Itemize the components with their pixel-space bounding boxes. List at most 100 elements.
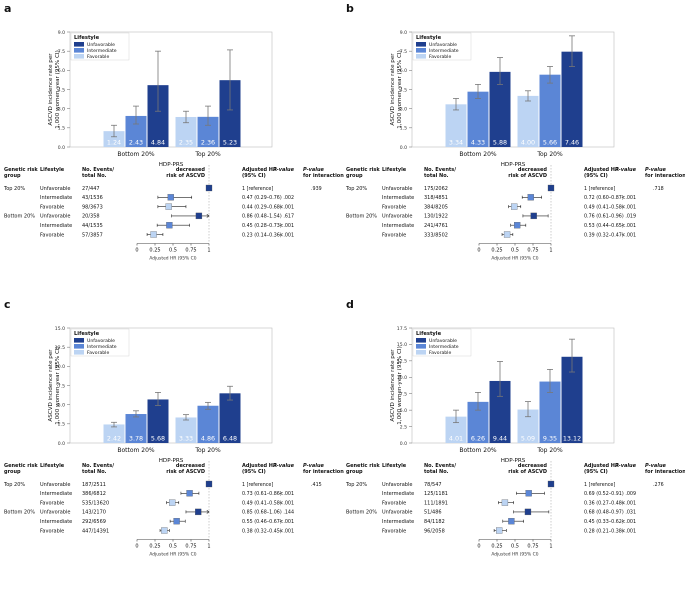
header-decreased-risk: decreased bbox=[518, 463, 548, 469]
row-lifestyle: Favorable bbox=[40, 500, 64, 506]
row-events: 447/14391 bbox=[82, 528, 109, 534]
legend-swatch bbox=[74, 48, 84, 53]
y-tick-label: 15.0 bbox=[397, 342, 407, 348]
hr-point bbox=[547, 184, 555, 192]
hr-point bbox=[524, 508, 532, 516]
bar bbox=[467, 401, 489, 443]
header-genetic-risk-group: group bbox=[346, 173, 363, 179]
row-adjusted-hr: 0.86 (0.48–1.54) bbox=[242, 214, 282, 220]
row-lifestyle: Unfavorable bbox=[40, 510, 70, 516]
bar bbox=[445, 104, 467, 147]
bar-chart: 0.0 2.5 5.0 7.5 10.0 12.5 15.0 ASCVD incidence … bbox=[48, 326, 273, 464]
row-p-value: .009 bbox=[625, 491, 636, 497]
legend-swatch bbox=[416, 54, 426, 59]
y-tick-label: 10.0 bbox=[397, 375, 407, 381]
row-adjusted-hr: 0.76 (0.61–0.96) bbox=[584, 214, 624, 220]
row-events: 44/1535 bbox=[82, 223, 103, 229]
row-adjusted-hr: 0.49 (0.41–0.58) bbox=[584, 204, 624, 210]
header-adjusted-hr: (95% CI) bbox=[584, 173, 608, 179]
y-tick-label: 7.5 bbox=[400, 49, 407, 55]
hr-point bbox=[508, 518, 515, 525]
header-p-interaction: for interaction bbox=[303, 469, 344, 475]
forest-x-tick-label: 1 bbox=[207, 544, 210, 550]
bar-value-label: 4.01 bbox=[449, 435, 463, 443]
row-genetic-group: Top 20% bbox=[3, 482, 25, 488]
row-adjusted-hr: 0.68 (0.48–0.97) bbox=[584, 510, 624, 516]
forest-x-tick-label: 0 bbox=[135, 544, 138, 550]
legend-title: Lifestyle bbox=[416, 35, 442, 41]
row-genetic-group: Top 20% bbox=[345, 186, 367, 192]
row-lifestyle: Favorable bbox=[40, 204, 64, 210]
y-tick-label: 0.0 bbox=[58, 145, 65, 151]
x-category-label: Top 20% bbox=[536, 447, 563, 454]
forest-x-axis-title: Adjusted HR (95% CI) bbox=[491, 256, 539, 262]
bar bbox=[561, 51, 583, 147]
header-events: total No. bbox=[82, 469, 107, 475]
y-axis-title-line: ASCVD incidence rate per bbox=[48, 53, 54, 126]
bar-value-label: 7.46 bbox=[565, 139, 579, 147]
y-axis-title-line: ASCVD incidence rate per bbox=[390, 349, 396, 422]
header-p-value: P-value bbox=[273, 167, 295, 173]
bar-value-label: 2.35 bbox=[179, 139, 193, 147]
forest-x-tick-label: 0 bbox=[477, 248, 480, 254]
row-events: 78/547 bbox=[424, 482, 442, 488]
row-events: 98/3673 bbox=[82, 204, 103, 210]
row-genetic-group: Top 20% bbox=[3, 186, 25, 192]
row-p-value: <.001 bbox=[279, 519, 294, 525]
header-p-interaction: P-value bbox=[303, 167, 325, 173]
legend-label: Unfavorable bbox=[87, 338, 115, 344]
y-axis-title: ASCVD incidence rate per1,000 women-year… bbox=[48, 50, 61, 129]
y-axis-title-line: 1,000 women-year (95% CI) bbox=[397, 346, 403, 425]
bar bbox=[219, 393, 241, 443]
bar bbox=[125, 414, 147, 443]
bar-chart: 0.0 1.5 3.0 4.5 6.0 7.5 9.0 ASCVD incidence rat… bbox=[390, 30, 615, 168]
row-lifestyle: Intermediate bbox=[40, 491, 72, 497]
row-events: 175/2062 bbox=[424, 186, 448, 192]
bar-chart: 0.0 2.5 5.0 7.5 10.0 12.5 15.0 17.5 ASCVD incide… bbox=[390, 326, 615, 464]
row-events: 241/4761 bbox=[424, 223, 448, 229]
row-p-value: <.001 bbox=[279, 500, 294, 506]
header-p-interaction: for interaction bbox=[645, 173, 685, 179]
legend-title: Lifestyle bbox=[74, 35, 100, 41]
row-p-interaction: .276 bbox=[653, 482, 664, 488]
y-axis-title: ASCVD incidence rate per1,000 women-year… bbox=[48, 346, 61, 425]
header-events: No. Events/ bbox=[82, 167, 114, 173]
header-events: No. Events/ bbox=[424, 167, 456, 173]
legend-label: Favorable bbox=[87, 54, 109, 60]
bar-value-label: 3.34 bbox=[449, 139, 463, 147]
x-category-label: Top 20% bbox=[194, 151, 221, 158]
header-lifestyle: Lifestyle bbox=[382, 463, 407, 469]
header-events: total No. bbox=[424, 469, 449, 475]
hr-point bbox=[150, 231, 157, 238]
y-axis-title: ASCVD incidence rate per1,000 women-year… bbox=[390, 50, 403, 129]
x-axis-title: HDP-PRS bbox=[159, 162, 184, 168]
row-adjusted-hr: 0.39 (0.32–0.47) bbox=[584, 232, 624, 238]
header-adjusted-hr: (95% CI) bbox=[242, 469, 266, 475]
row-lifestyle: Favorable bbox=[40, 232, 64, 238]
legend-swatch bbox=[416, 48, 426, 53]
panel-c: c 0.0 2.5 5.0 7.5 10.0 12.5 15.0 ASCVD incidence… bbox=[3, 298, 344, 558]
bar bbox=[219, 80, 241, 147]
row-lifestyle: Favorable bbox=[382, 204, 406, 210]
row-events: 143/2170 bbox=[82, 510, 106, 516]
hr-point bbox=[205, 480, 213, 488]
bar bbox=[489, 380, 511, 443]
header-p-value: P-value bbox=[615, 167, 637, 173]
header-adjusted-hr: Adjusted HR bbox=[584, 463, 619, 469]
row-lifestyle: Intermediate bbox=[40, 223, 72, 229]
forest-x-tick-label: 0.75 bbox=[527, 248, 538, 254]
panel-letter: b bbox=[346, 2, 354, 15]
y-tick-label: 4.5 bbox=[58, 87, 65, 93]
header-p-interaction: for interaction bbox=[303, 173, 344, 179]
y-tick-label: 12.5 bbox=[55, 345, 65, 351]
panel-d: d 0.0 2.5 5.0 7.5 10.0 12.5 15.0 17.5 ASCVD incid… bbox=[345, 298, 685, 558]
x-axis-title: HDP-PRS bbox=[501, 458, 526, 464]
row-events: 386/6812 bbox=[82, 491, 106, 497]
header-p-interaction: for interaction bbox=[645, 469, 685, 475]
bar-value-label: 5.09 bbox=[521, 435, 535, 443]
row-p-value: <.001 bbox=[279, 491, 294, 497]
y-tick-label: 5.0 bbox=[400, 408, 407, 414]
row-genetic-group: Bottom 20% bbox=[4, 510, 35, 516]
bar-chart: 0.0 1.5 3.0 4.5 6.0 7.5 9.0 ASCVD incidence rat… bbox=[48, 30, 273, 168]
row-events: 20/358 bbox=[82, 214, 100, 220]
